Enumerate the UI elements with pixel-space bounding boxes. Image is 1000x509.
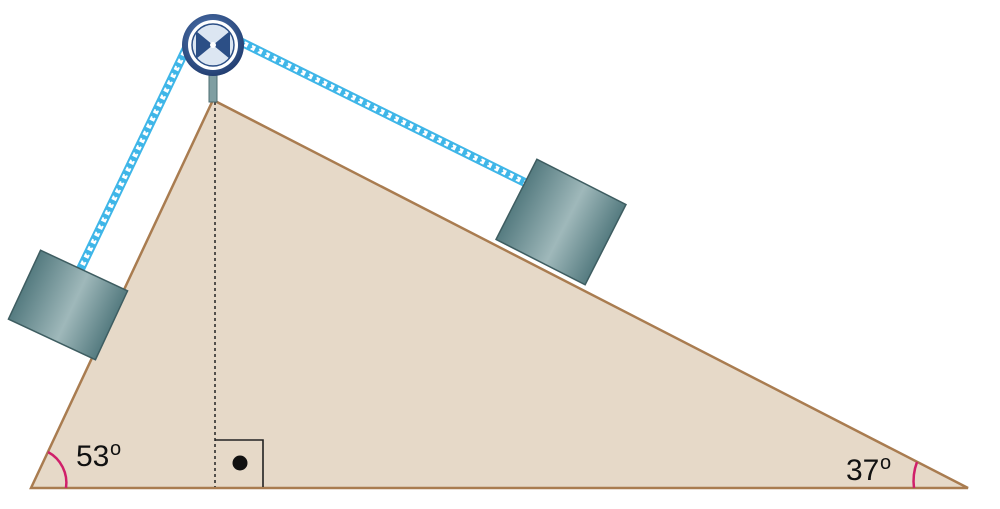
right-rope <box>232 35 535 190</box>
left-angle-value: 53 <box>76 440 109 473</box>
right-angle-marker-icon <box>215 439 264 487</box>
left-angle-arc <box>47 450 68 489</box>
right-angle-degree: o <box>880 452 891 474</box>
left-block-icon <box>7 249 129 361</box>
left-rope <box>75 40 193 275</box>
right-angle-arc <box>912 461 919 489</box>
right-block-icon <box>495 158 627 286</box>
pulley-icon <box>182 14 244 76</box>
right-angle-value: 37 <box>846 454 879 487</box>
left-angle-degree: o <box>110 438 121 460</box>
incline-triangle <box>29 98 969 490</box>
